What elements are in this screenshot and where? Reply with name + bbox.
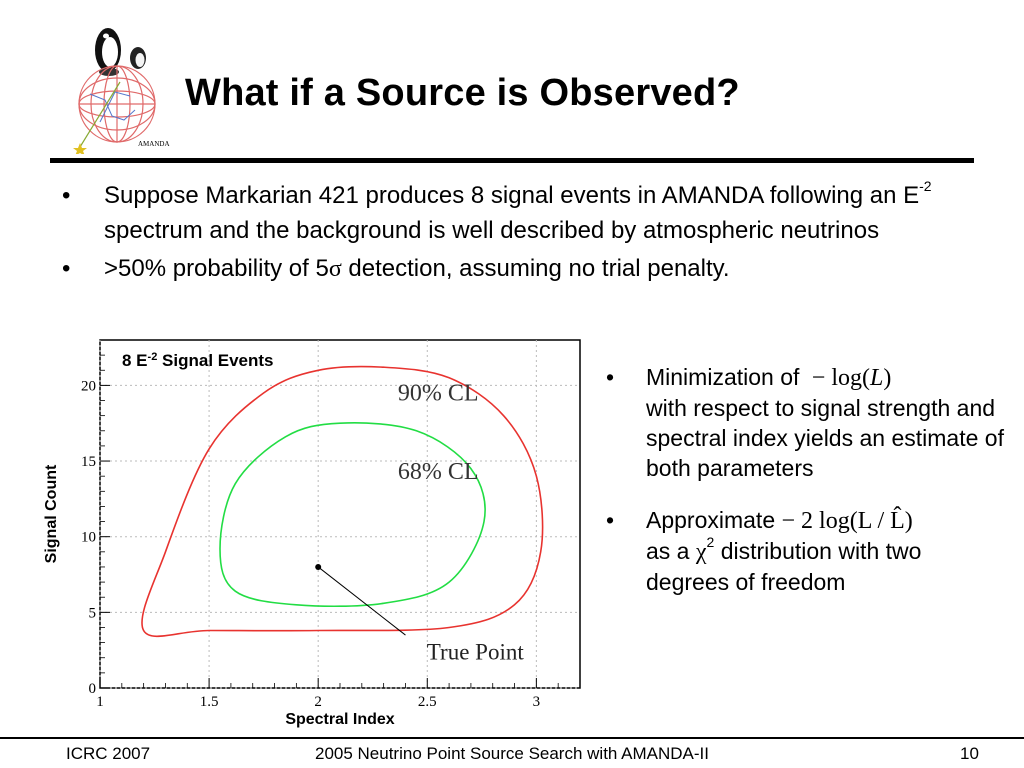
contour-curves: 90% CL 68% CL <box>141 365 544 638</box>
x-tick-label: 3 <box>533 694 541 710</box>
neg-log-l-formula: − log(L) <box>811 365 892 391</box>
footer-divider <box>0 737 1024 739</box>
y-tick-label: 20 <box>81 378 96 394</box>
right-bullet-list: • Minimization of − log(L) with respect … <box>606 362 1006 600</box>
penguin-icon <box>95 28 146 76</box>
y-tick-label: 10 <box>81 530 96 546</box>
amanda-logo: AMANDA <box>73 28 170 154</box>
true-point-marker <box>315 563 322 570</box>
contour-90cl <box>141 365 544 638</box>
bullet-dot: • <box>606 507 615 533</box>
y-tick-label: 0 <box>89 681 97 697</box>
bullet-dot: • <box>62 182 71 209</box>
x-tick-label: 1 <box>96 694 104 710</box>
footer-conference: ICRC 2007 <box>66 744 151 763</box>
y-tick-label: 15 <box>81 454 96 470</box>
bullet-item: • Minimization of − log(L) with respect … <box>606 364 1004 481</box>
x-tick-label: 1.5 <box>200 694 219 710</box>
true-point-label: True Point <box>427 639 525 664</box>
y-tick-label: 5 <box>89 605 97 621</box>
bullet-item: • Suppose Markarian 421 produces 8 signa… <box>62 178 932 244</box>
x-axis-label: Spectral Index <box>285 711 394 728</box>
x-tick-label: 2.5 <box>418 694 437 710</box>
bullet-dot: • <box>606 364 615 390</box>
plot-frame <box>99 339 581 689</box>
top-bullet-list: • Suppose Markarian 421 produces 8 signa… <box>62 178 962 290</box>
x-tick-label: 2 <box>314 694 322 710</box>
contour-label: 90% CL <box>398 381 479 407</box>
globe-icon <box>78 65 156 143</box>
contour-label: 68% CL <box>398 459 479 485</box>
logo-text: AMANDA <box>138 140 170 148</box>
chart-title: 8 E-2 Signal Events <box>122 351 274 370</box>
contour-68cl <box>219 422 486 608</box>
bullet-item: • Approximate − 2 log(L / L̂) as a χ2 di… <box>606 507 922 595</box>
y-axis-label: Signal Count <box>43 464 60 563</box>
bullet-item: • >50% probability of 5σ detection, assu… <box>62 251 962 287</box>
footer-talk-title: 2005 Neutrino Point Source Search with A… <box>314 744 710 763</box>
likelihood-ratio-formula: − 2 log(L / L̂) <box>781 508 913 534</box>
footer-page-number: 10 <box>960 744 979 763</box>
likelihood-contour-chart: 1 1.5 2 2.5 3 0 5 10 15 20 90% CL 68% CL True Poin… <box>43 339 581 728</box>
true-point-pointer <box>317 566 406 636</box>
title-divider <box>50 158 974 163</box>
slide-title: What if a Source is Observed? <box>185 72 740 114</box>
axis-ticks: 1 1.5 2 2.5 3 0 5 10 15 20 <box>81 354 559 710</box>
true-point-group: True Point <box>315 563 525 664</box>
bullet-dot: • <box>62 255 71 282</box>
